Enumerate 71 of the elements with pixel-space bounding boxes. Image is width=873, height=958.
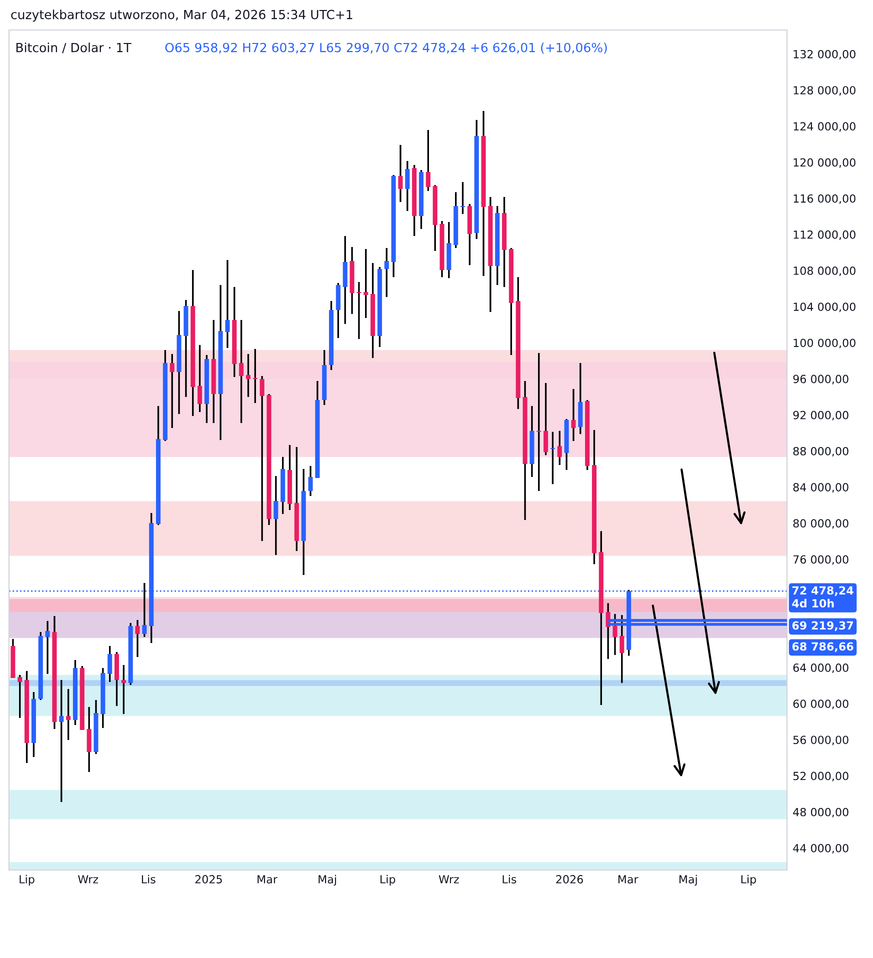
y-tick-label: 52 000,00 [793, 772, 848, 782]
ref-line-label: 68 786,66 [792, 642, 854, 652]
y-tick-label: 112 000,00 [794, 230, 856, 240]
x-tick-label: Mar [618, 875, 638, 884]
ref-line-label: 69 219,37 [792, 621, 853, 632]
text: O65 958,92 H72 603,27 L65 299,70 C72 478,24 +6 626,01 (+10,06%) [165, 42, 607, 54]
candlestick [108, 645, 112, 683]
x-tick-label: Maj [679, 874, 697, 886]
candlestick [225, 259, 230, 349]
candlestick [121, 664, 126, 715]
candlestick [274, 475, 278, 556]
candlestick [246, 353, 251, 398]
y-tick-label: 48 000,00 [793, 808, 848, 818]
y-tick-label: 56 000,00 [793, 736, 848, 746]
candlestick [170, 353, 174, 429]
candlestick [18, 674, 22, 719]
candlestick [308, 465, 313, 497]
candlestick [398, 144, 403, 203]
y-tick-label: 120 000,00 [794, 158, 856, 168]
candlestick [59, 679, 64, 803]
y-tick-label: 132 000,00 [794, 50, 856, 60]
x-tick-label: 2026 [556, 875, 583, 884]
y-tick-label: 96 000,00 [793, 374, 848, 384]
candlestick [66, 688, 71, 741]
y-tick-label: 80 000,00 [793, 519, 848, 529]
text: Bitcoin / Dolar · 1T [16, 42, 132, 54]
candlestick [252, 348, 258, 404]
y-tick-label: 76 000,00 [793, 555, 848, 565]
y-tick-label: 60 000,00 [793, 700, 848, 710]
y-tick-label: 44 000,00 [793, 844, 848, 854]
y-tick-label: 92 000,00 [793, 410, 848, 420]
text: cuzytekbartosz utworzono, Mar 04, 2026 15:34 UTC+1 [11, 10, 352, 22]
y-tick-label: 100 000,00 [794, 338, 856, 348]
x-tick-label: Lip [380, 874, 396, 886]
y-tick-label: 124 000,00 [794, 122, 856, 132]
y-tick-label: 116 000,00 [794, 194, 856, 204]
candlestick [612, 613, 618, 656]
candlestick [544, 382, 548, 456]
candlestick [557, 430, 562, 466]
candlestick [239, 319, 244, 424]
candlestick [260, 375, 264, 542]
x-tick-label: Lis [502, 874, 516, 884]
x-tick-label: Lip [20, 874, 34, 886]
candlestick [550, 431, 555, 485]
y-tick-label: 108 000,00 [794, 266, 856, 276]
candlestick [135, 619, 140, 658]
x-tick-label: Lip [741, 874, 756, 886]
x-tick-label: Maj [318, 874, 336, 886]
x-tick-label: 2025 [195, 875, 222, 884]
y-tick-label: 88 000,00 [793, 446, 848, 457]
y-tick-label: 104 000,00 [794, 302, 856, 312]
y-tick-label: 64 000,00 [793, 664, 848, 674]
x-tick-label: Mar [258, 875, 278, 884]
candlestick [536, 352, 542, 492]
x-tick-label: Lis [142, 874, 156, 884]
candlestick [384, 247, 389, 298]
candlestick [356, 281, 362, 340]
candlestick [620, 614, 624, 684]
y-tick-label: 128 000,00 [794, 86, 856, 96]
candlestick [86, 706, 92, 773]
x-tick-label: Wrz [78, 875, 98, 884]
candlestick [571, 388, 576, 442]
ref-line-label: 72 478,24 4d 10h [792, 586, 854, 608]
candlestick [198, 344, 202, 413]
x-tick-label: Wrz [438, 875, 459, 884]
candlestick [364, 248, 368, 319]
y-tick-label: 84 000,00 [793, 483, 848, 493]
candlestick [460, 181, 466, 215]
candlestick [45, 620, 50, 675]
candlestick [426, 129, 430, 192]
candlestick [405, 160, 410, 212]
